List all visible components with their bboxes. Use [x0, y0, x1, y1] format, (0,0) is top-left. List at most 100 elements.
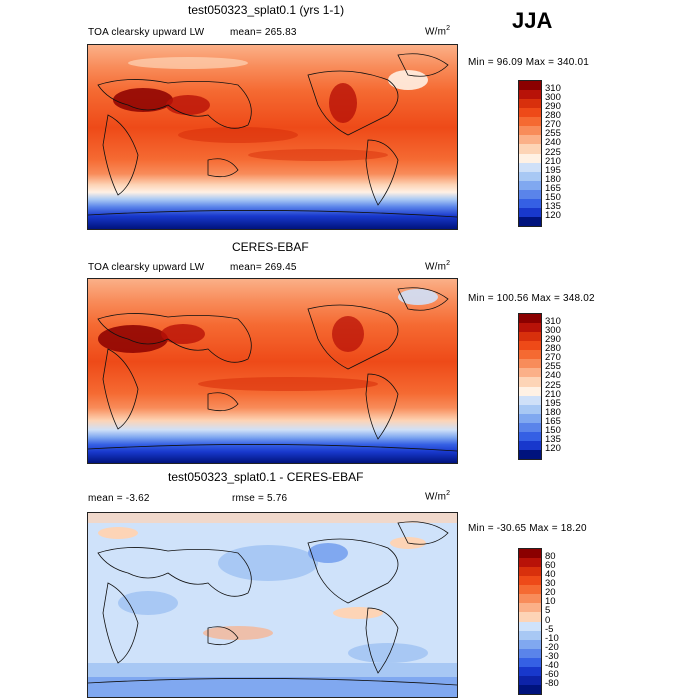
colorbar-label: 270 — [545, 352, 561, 364]
colorbar-label: 240 — [545, 370, 561, 382]
colorbar-label: 150 — [545, 191, 561, 203]
colorbar-segment — [519, 144, 541, 154]
colorbar-segment — [519, 341, 541, 351]
colorbar-label: 255 — [545, 361, 561, 373]
colorbar-label: 290 — [545, 101, 561, 113]
colorbar-label: 0 — [545, 614, 551, 626]
panel3-mean: mean = -3.62 — [88, 493, 150, 504]
colorbar-segment — [519, 666, 541, 676]
panel3-colorbar — [518, 548, 542, 695]
colorbar-segment — [519, 675, 541, 685]
colorbar-label: 210 — [545, 388, 561, 400]
colorbar-segment — [519, 576, 541, 586]
colorbar-label: 225 — [545, 379, 561, 391]
colorbar-label: 280 — [545, 343, 561, 355]
colorbar-segment — [519, 386, 541, 396]
colorbar-segment — [519, 180, 541, 190]
colorbar-segment — [519, 431, 541, 441]
colorbar-segment — [519, 108, 541, 118]
panel3-map-graphic — [88, 513, 457, 697]
panel2-units: W/m2 — [425, 260, 451, 273]
colorbar-label: 225 — [545, 146, 561, 158]
colorbar-label: -40 — [545, 659, 559, 671]
colorbar-label: 135 — [545, 200, 561, 212]
colorbar-segment — [519, 117, 541, 127]
panel3-units: W/m2 — [425, 490, 451, 503]
colorbar-label: 10 — [545, 596, 556, 608]
colorbar-label: -80 — [545, 677, 559, 689]
colorbar-label: 40 — [545, 569, 556, 581]
panel3-minmax: Min = -30.65 Max = 18.20 — [468, 523, 587, 534]
colorbar-segment — [519, 216, 541, 226]
colorbar-segment — [519, 198, 541, 208]
panel1-variable: TOA clearsky upward LW — [88, 27, 205, 38]
colorbar-segment — [519, 332, 541, 342]
colorbar-label: 255 — [545, 128, 561, 140]
panel1-title: test050323_splat0.1 (yrs 1-1) — [188, 3, 345, 17]
colorbar-segment — [519, 657, 541, 667]
colorbar-label: 210 — [545, 155, 561, 167]
colorbar-label: 80 — [545, 551, 556, 563]
colorbar-segment — [519, 171, 541, 181]
colorbar-label: -60 — [545, 668, 559, 680]
colorbar-segment — [519, 359, 541, 369]
colorbar-segment — [519, 639, 541, 649]
colorbar-segment — [519, 153, 541, 163]
season-label: JJA — [512, 8, 553, 33]
colorbar-label: -30 — [545, 650, 559, 662]
colorbar-segment — [519, 189, 541, 199]
colorbar-label: 30 — [545, 578, 556, 590]
panel1-map-graphic — [88, 45, 457, 229]
panel1-mean: mean= 265.83 — [230, 27, 297, 38]
colorbar-label: 290 — [545, 334, 561, 346]
colorbar-segment — [519, 648, 541, 658]
panel2-mean: mean= 269.45 — [230, 262, 297, 273]
colorbar-segment — [519, 449, 541, 459]
colorbar-segment — [519, 549, 541, 559]
colorbar-segment — [519, 612, 541, 622]
colorbar-label: 165 — [545, 415, 561, 427]
colorbar-segment — [519, 162, 541, 172]
panel2-map-graphic — [88, 279, 457, 463]
colorbar-segment — [519, 135, 541, 145]
colorbar-label: 310 — [545, 316, 561, 328]
colorbar-segment — [519, 350, 541, 360]
panel2-map — [87, 278, 458, 464]
colorbar-label: -5 — [545, 623, 554, 635]
colorbar-segment — [519, 323, 541, 333]
colorbar-label: 60 — [545, 560, 556, 572]
colorbar-label: 180 — [545, 406, 561, 418]
colorbar-label: 300 — [545, 92, 561, 104]
colorbar-segment — [519, 585, 541, 595]
colorbar-segment — [519, 684, 541, 694]
colorbar-label: 180 — [545, 173, 561, 185]
panel2-variable: TOA clearsky upward LW — [88, 262, 205, 273]
colorbar-label: 240 — [545, 137, 561, 149]
colorbar-segment — [519, 413, 541, 423]
panel1-units: W/m2 — [425, 25, 451, 38]
colorbar-label: 165 — [545, 182, 561, 194]
colorbar-segment — [519, 90, 541, 100]
colorbar-label: 5 — [545, 605, 551, 617]
colorbar-segment — [519, 440, 541, 450]
colorbar-segment — [519, 404, 541, 414]
panel2-minmax: Min = 100.56 Max = 348.02 — [468, 293, 595, 304]
colorbar-segment — [519, 99, 541, 109]
panel1-minmax: Min = 96.09 Max = 340.01 — [468, 57, 589, 68]
colorbar-segment — [519, 603, 541, 613]
panel1-map — [87, 44, 458, 230]
colorbar-label: 195 — [545, 164, 561, 176]
panel2-title: CERES-EBAF — [232, 240, 309, 254]
colorbar-label: 120 — [545, 209, 561, 221]
colorbar-segment — [519, 368, 541, 378]
colorbar-label: 20 — [545, 587, 556, 599]
colorbar-label: 135 — [545, 433, 561, 445]
colorbar-label: 150 — [545, 424, 561, 436]
panel3-rmse: rmse = 5.76 — [232, 493, 288, 504]
colorbar-segment — [519, 207, 541, 217]
colorbar-label: 120 — [545, 442, 561, 454]
colorbar-segment — [519, 621, 541, 631]
colorbar-label: -10 — [545, 632, 559, 644]
colorbar-label: 310 — [545, 83, 561, 95]
colorbar-segment — [519, 126, 541, 136]
